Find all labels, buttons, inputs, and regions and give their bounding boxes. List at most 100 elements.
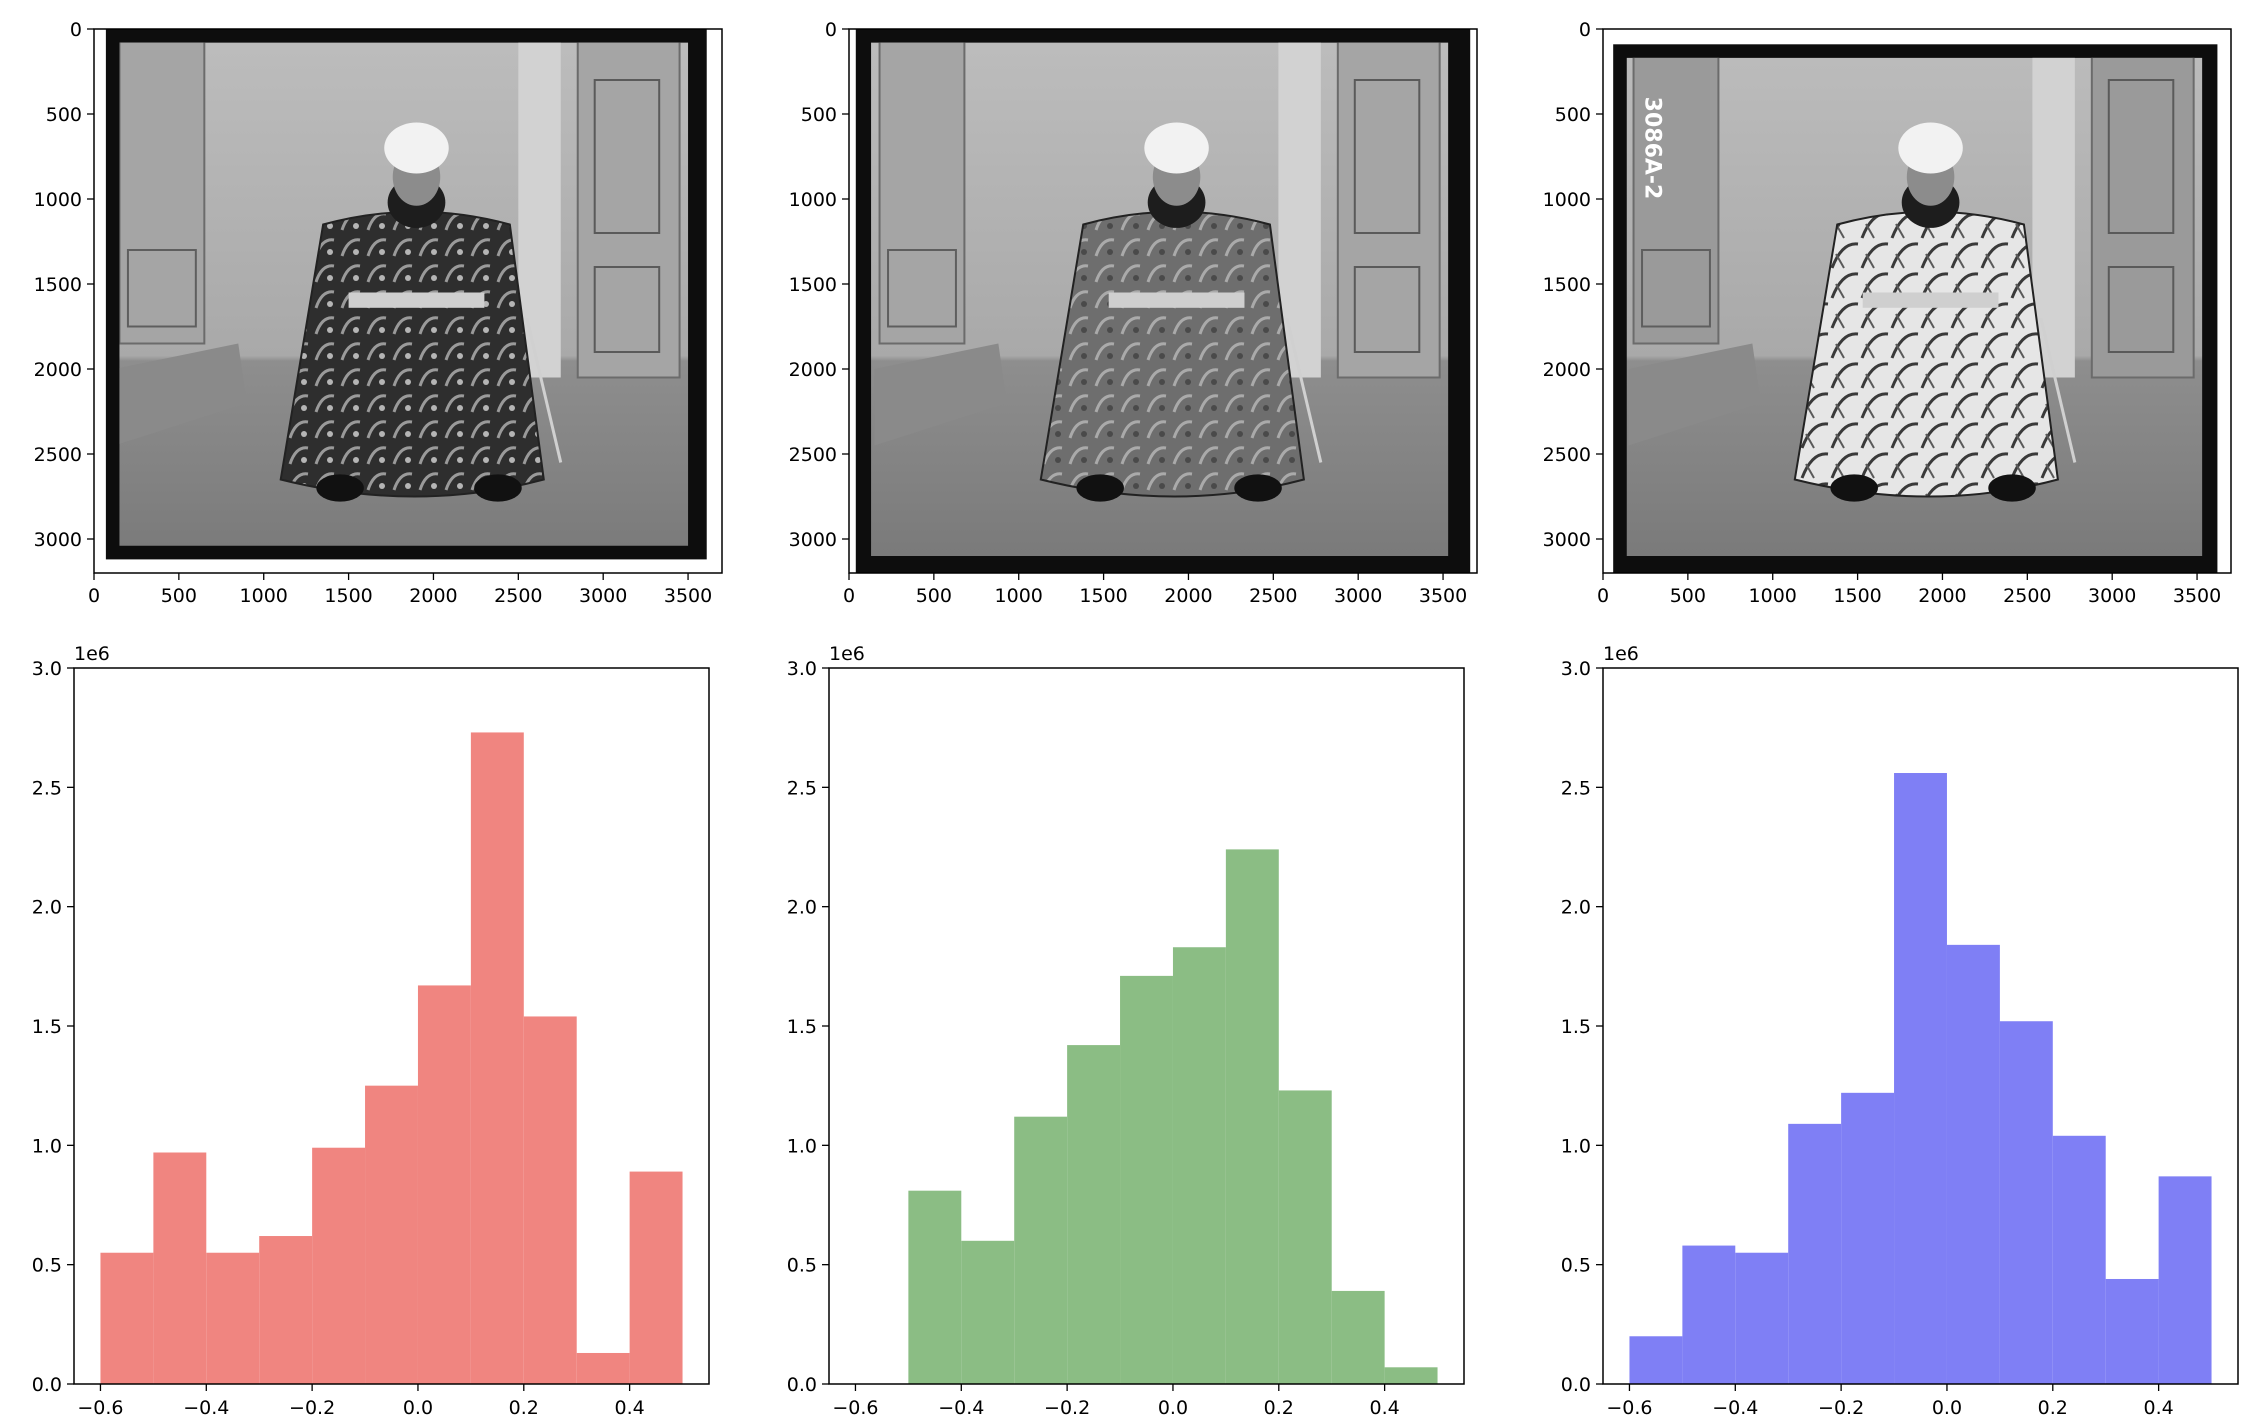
x-tick-label: 3000 <box>579 585 627 607</box>
x-tick-label: 1000 <box>1749 585 1797 607</box>
sash <box>348 292 485 308</box>
pillar <box>1278 42 1321 378</box>
histogram-bar-red-8 <box>523 1016 577 1384</box>
y-tick-label: 2500 <box>34 444 82 466</box>
right-door <box>1336 42 1441 379</box>
sword <box>1285 317 1323 463</box>
scene <box>871 42 1449 556</box>
steps <box>1628 343 1761 446</box>
histogram-bar-red-2 <box>206 1252 260 1384</box>
x-tick-label: −0.4 <box>938 1397 984 1419</box>
y-tick-label: 2000 <box>1543 359 1591 381</box>
y-tick-label: 1500 <box>34 274 82 296</box>
turban <box>1144 122 1209 174</box>
y-tick-label: 1.0 <box>1561 1135 1591 1157</box>
left-boot <box>1830 474 1878 502</box>
x-tick-label: 500 <box>1670 585 1706 607</box>
y-tick-label: 1500 <box>1543 274 1591 296</box>
x-tick-label: 0.0 <box>403 1397 433 1419</box>
y-tick-label: 1.5 <box>787 1016 817 1038</box>
x-tick-label: 0.0 <box>1158 1397 1188 1419</box>
histogram-bar-red-6 <box>417 985 471 1384</box>
x-tick-label: −0.6 <box>832 1397 878 1419</box>
x-tick-label: 0 <box>1597 585 1609 607</box>
image-axes-frame <box>93 28 723 574</box>
left-door <box>878 42 966 345</box>
x-tick-label: −0.2 <box>289 1397 335 1419</box>
x-tick-label: 3000 <box>1334 585 1382 607</box>
pillar <box>518 42 561 378</box>
x-tick-label: 0 <box>88 585 100 607</box>
y-tick-label: 3.0 <box>1561 658 1591 680</box>
y-tick-label: 3000 <box>34 529 82 551</box>
left-door <box>119 42 206 345</box>
right-boot <box>474 474 522 502</box>
histogram-bar-red-1 <box>153 1152 207 1384</box>
right-door-panel-lower <box>1353 266 1421 353</box>
x-tick-label: 3500 <box>1419 585 1467 607</box>
y-tick-label: 1000 <box>1543 189 1591 211</box>
histogram-bar-blue-7 <box>1999 1021 2053 1384</box>
x-tick-label: −0.4 <box>183 1397 229 1419</box>
y-tick-label: 1000 <box>34 189 82 211</box>
histogram-bar-red-7 <box>470 732 524 1384</box>
y-tick-label: 0.0 <box>32 1374 62 1396</box>
histogram-bar-blue-9 <box>2105 1278 2159 1384</box>
image-axes-frame <box>1602 28 2232 574</box>
y-tick-label: 0.0 <box>1561 1374 1591 1396</box>
x-tick-label: −0.6 <box>77 1397 123 1419</box>
sword <box>2039 317 2077 463</box>
x-tick-label: 0.2 <box>1264 1397 1294 1419</box>
x-tick-label: 0.2 <box>2038 1397 2068 1419</box>
x-tick-label: 0.4 <box>2144 1397 2174 1419</box>
histogram-bar-blue-5 <box>1894 773 1947 1384</box>
y-tick-label: 0 <box>1579 19 1591 41</box>
channel-photo-2: 0 500 1000 1500 2000 2500 3000 3500 0 500 1000 1500… <box>789 19 1478 607</box>
y-tick-label: 1.0 <box>32 1135 62 1157</box>
histogram-bar-red-5 <box>365 1085 418 1384</box>
y-tick-label: 3.0 <box>32 658 62 680</box>
robe <box>1793 210 2059 498</box>
y-offset-label: 1e6 <box>1603 643 1639 665</box>
left-boot <box>1076 474 1124 502</box>
y-tick-label: 2.5 <box>32 777 62 799</box>
histogram-bar-green-2 <box>1014 1116 1068 1384</box>
steps <box>874 343 1007 446</box>
y-offset-label: 1e6 <box>74 643 110 665</box>
histogram-bar-blue-0 <box>1629 1336 1683 1384</box>
right-door-panel-lower <box>2107 266 2175 353</box>
x-tick-label: −0.2 <box>1818 1397 1864 1419</box>
histogram-bar-green-5 <box>1172 947 1226 1384</box>
histogram-green: −0.6 −0.4 −0.2 0.0 0.2 0.4 0.0 0.5 1.0 1.5 2.0 2.5 3… <box>787 643 1465 1419</box>
x-tick-label: 3500 <box>664 585 712 607</box>
y-tick-label: 2000 <box>34 359 82 381</box>
histogram-bar-red-0 <box>100 1252 154 1384</box>
x-tick-label: 500 <box>916 585 952 607</box>
y-tick-label: 2.5 <box>787 777 817 799</box>
x-tick-label: 1500 <box>324 585 372 607</box>
left-door-panel <box>1641 249 1711 328</box>
histogram-bar-red-3 <box>259 1236 313 1384</box>
histogram-bar-green-7 <box>1278 1090 1332 1384</box>
y-tick-label: 0.5 <box>32 1255 62 1277</box>
steps <box>119 343 247 444</box>
x-tick-label: 2000 <box>409 585 457 607</box>
right-door-panel-lower <box>593 266 661 353</box>
y-tick-label: 1.0 <box>787 1135 817 1157</box>
histogram-bar-green-4 <box>1120 975 1173 1384</box>
x-tick-label: −0.2 <box>1044 1397 1090 1419</box>
y-tick-label: 1.5 <box>1561 1016 1591 1038</box>
right-boot <box>1988 474 2036 502</box>
x-tick-label: 1500 <box>1833 585 1881 607</box>
right-boot <box>1234 474 1282 502</box>
histogram-bar-blue-8 <box>2052 1135 2106 1384</box>
turban <box>1898 122 1963 174</box>
histogram-bar-blue-2 <box>1735 1252 1789 1384</box>
sword <box>525 317 563 463</box>
histogram-bar-green-0 <box>908 1190 962 1384</box>
histogram-bar-blue-4 <box>1841 1092 1895 1384</box>
right-door-panel-upper <box>593 79 661 234</box>
histogram-bar-green-9 <box>1384 1367 1438 1384</box>
sash <box>1862 292 1999 308</box>
left-boot <box>316 474 364 502</box>
